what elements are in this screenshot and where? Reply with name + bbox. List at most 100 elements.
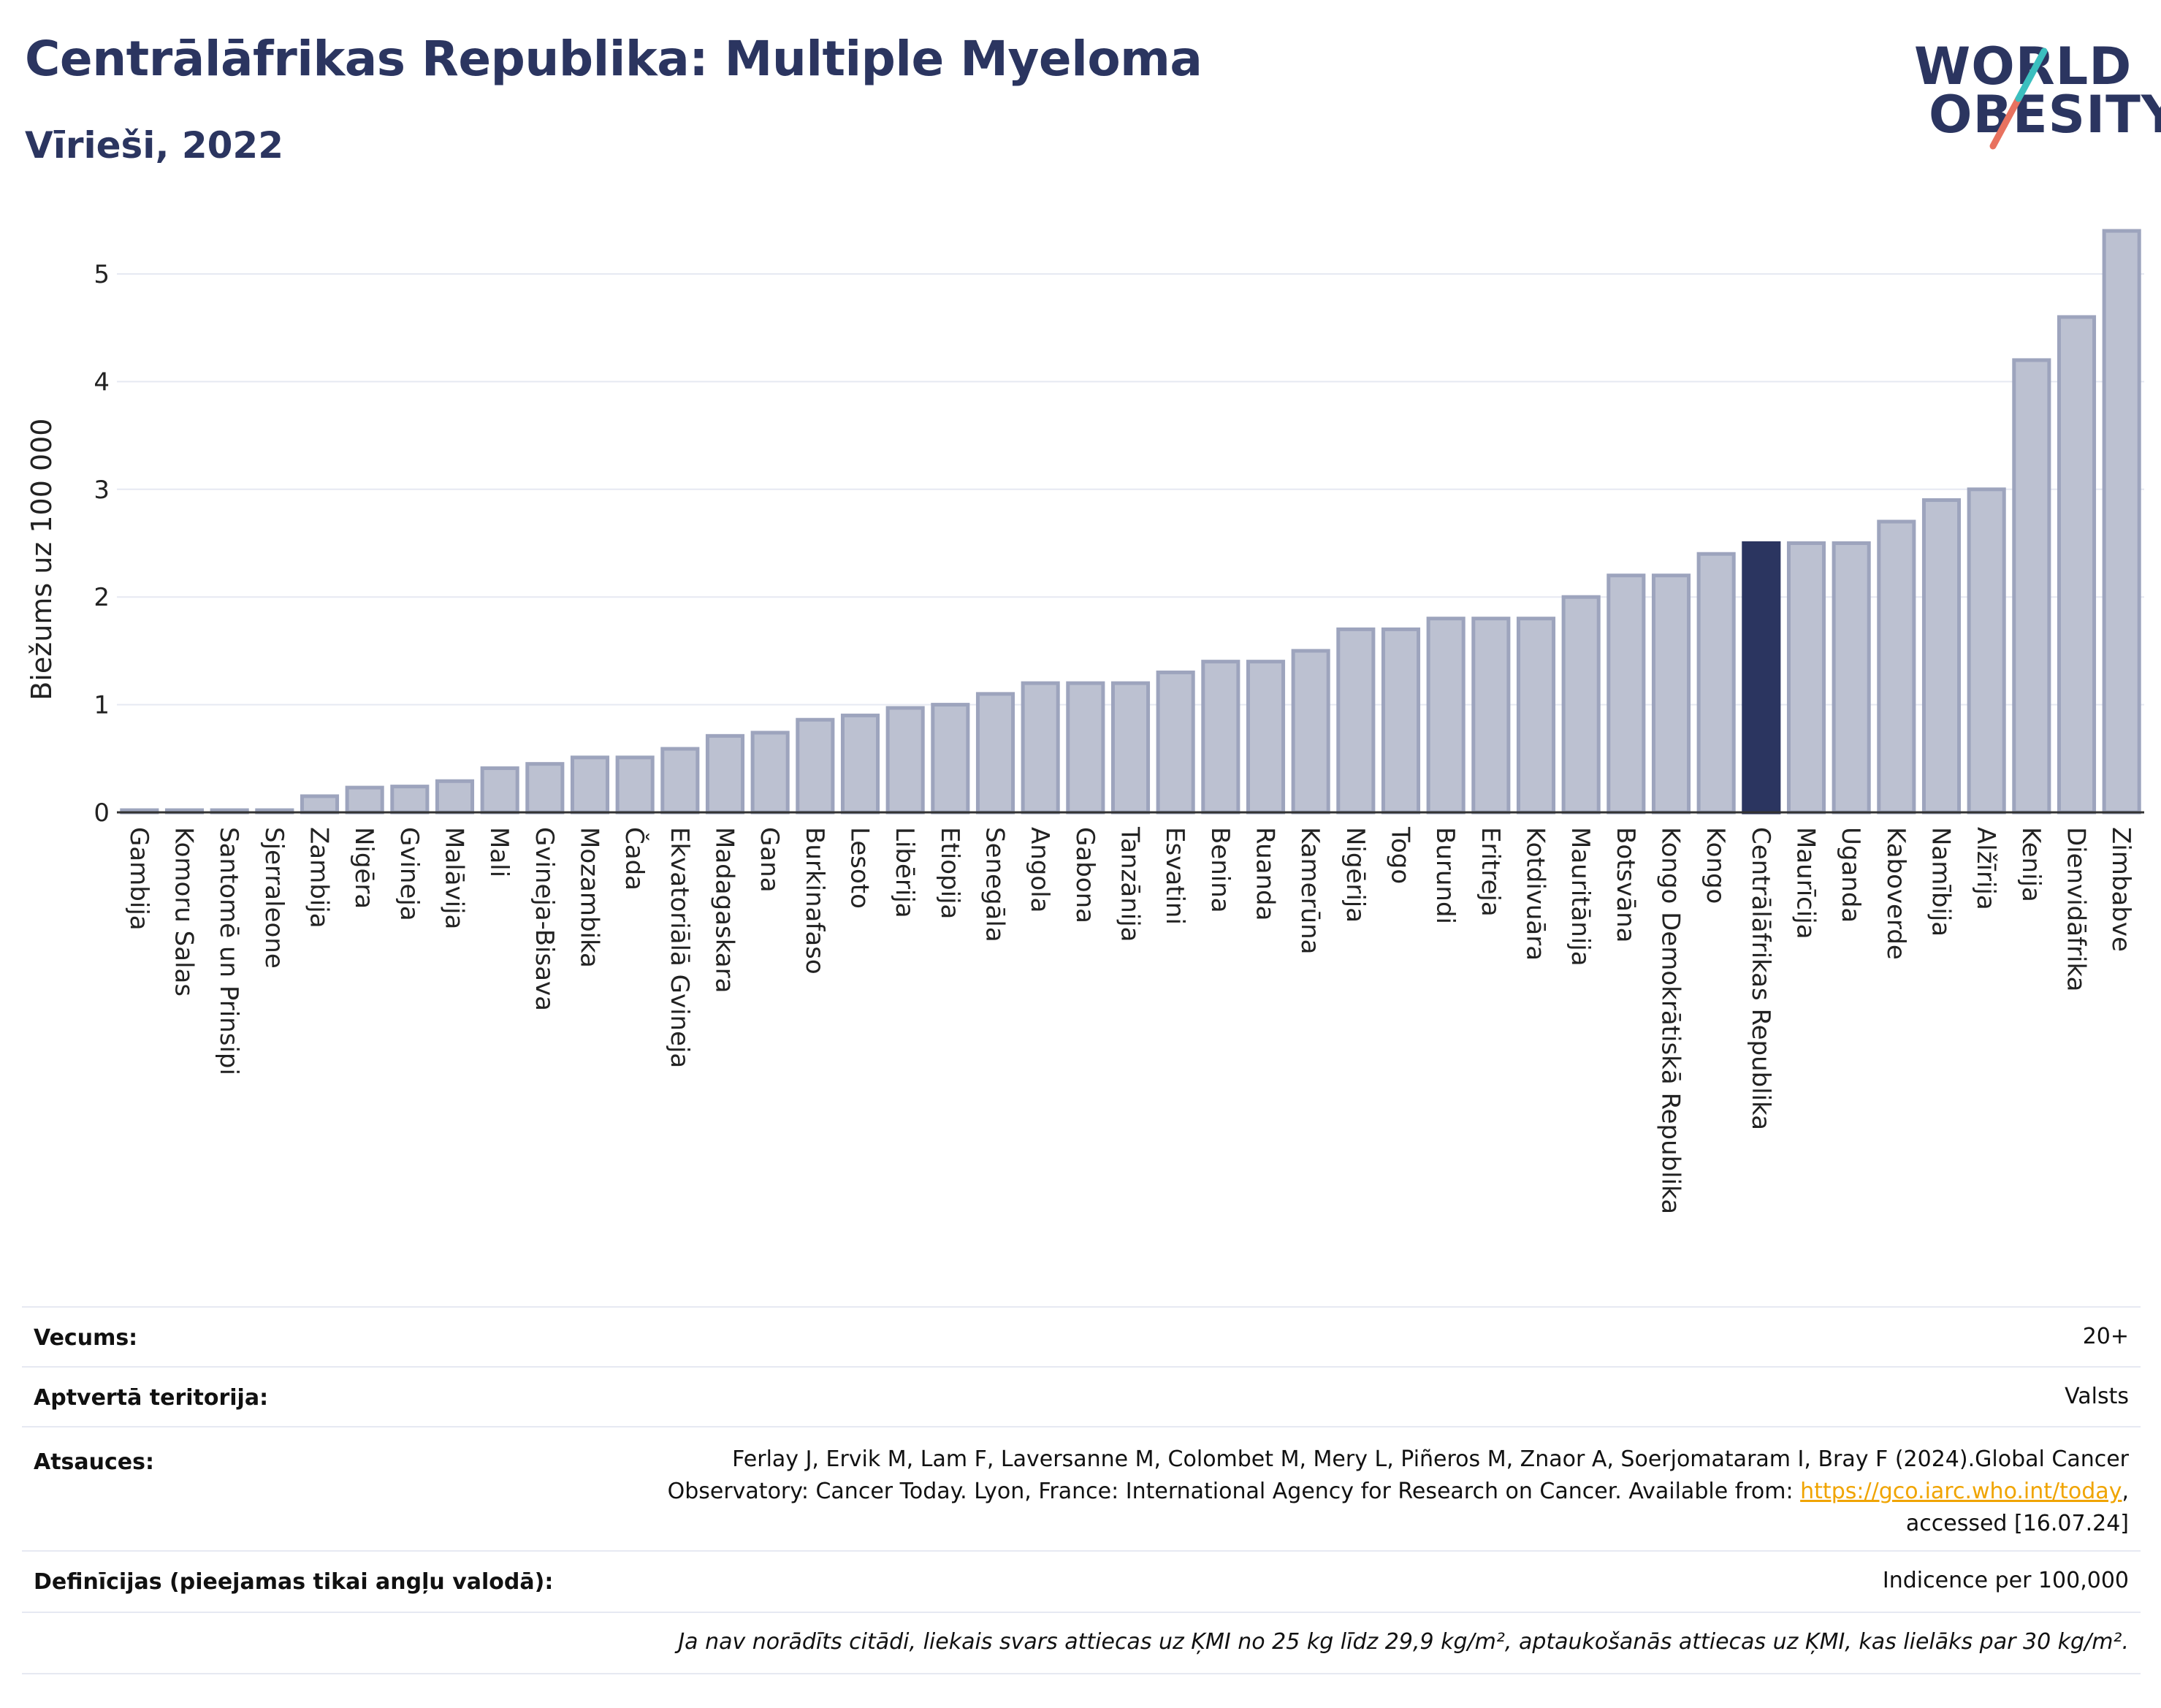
- x-tick-label: Mauritānija: [1566, 827, 1595, 967]
- x-tick-label: Angola: [1025, 827, 1054, 912]
- bar: [435, 779, 475, 815]
- bar: [1110, 681, 1151, 815]
- bar: [1877, 519, 1916, 815]
- age-value: 20+: [2082, 1324, 2129, 1349]
- logo-line-2: OBESITY: [1929, 85, 2161, 145]
- x-tick-label: Burundi: [1430, 827, 1460, 924]
- x-tick-label: Kongo Demokrātiskā Republika: [1656, 827, 1685, 1214]
- age-label: Vecums:: [34, 1325, 138, 1351]
- bar: [2057, 315, 2097, 815]
- references-link[interactable]: https://gco.iarc.who.int/today: [1800, 1479, 2122, 1504]
- x-tick-label: Kenija: [2016, 827, 2046, 902]
- x-tick-label: Eritreja: [1476, 827, 1505, 917]
- x-tick-label: Malāvija: [440, 827, 469, 929]
- x-tick-label: Gana: [755, 827, 784, 893]
- references-line-3: accessed [16.07.24]: [1905, 1511, 2129, 1536]
- bar: [1921, 498, 1962, 815]
- x-tick-label: Ruanda: [1251, 827, 1280, 920]
- x-tick-label: Centrālāfrikas Republika: [1746, 827, 1775, 1130]
- bar: [1336, 627, 1376, 815]
- references-line-2-end: ,: [2122, 1479, 2129, 1504]
- x-tick-label: Gambija: [124, 827, 153, 931]
- bar: [480, 766, 519, 815]
- x-tick-label: Gabona: [1070, 827, 1099, 923]
- world-obesity-logo: WORLD OBESITY: [1899, 37, 2161, 153]
- x-tick-label: Gvineja-Bisava: [530, 827, 559, 1011]
- references-line-2-text: Observatory: Cancer Today. Lyon, France:…: [667, 1479, 1801, 1504]
- y-tick-label: 3: [94, 476, 110, 505]
- y-axis-label: Biežums uz 100 000: [26, 419, 58, 701]
- x-tick-label: Mozambika: [575, 827, 604, 968]
- x-tick-label: Sjerraleone: [259, 827, 289, 969]
- x-tick-label: Botsvāna: [1611, 827, 1640, 943]
- x-tick-label: Benina: [1205, 827, 1235, 913]
- bar: [1381, 627, 1421, 815]
- obesity-definition-note: Ja nav norādīts citādi, liekais svars at…: [678, 1629, 2129, 1655]
- bar: [1967, 487, 2006, 815]
- references-line-1: Ferlay J, Ervik M, Lam F, Laversanne M, …: [732, 1446, 2129, 1472]
- x-tick-label: Uganda: [1836, 827, 1865, 923]
- x-tick-label: Madagaskara: [710, 827, 739, 993]
- x-tick-label: Alžīrija: [1971, 827, 2000, 910]
- x-tick-label: Kaboverde: [1881, 827, 1910, 960]
- x-tick-label: Mali: [484, 827, 514, 877]
- y-tick-label: 0: [94, 798, 110, 828]
- meta-row-age: Vecums: 20+: [22, 1306, 2141, 1366]
- bar: [1516, 617, 1556, 815]
- x-tick-label: Kongo: [1701, 827, 1730, 904]
- meta-row-note: Ja nav norādīts citādi, liekais svars at…: [22, 1612, 2141, 1674]
- x-tick-label: Libērija: [890, 827, 919, 918]
- x-tick-label: Dienvidāfrika: [2062, 827, 2091, 991]
- bar: [2012, 358, 2051, 815]
- x-tick-label: Burkinafaso: [800, 827, 829, 975]
- bar: [1201, 660, 1240, 815]
- x-tick-label: Nigēra: [349, 827, 378, 909]
- references-line-2: Observatory: Cancer Today. Lyon, France:…: [668, 1476, 2129, 1508]
- definitions-value: Indicence per 100,000: [1882, 1568, 2129, 1593]
- chart-subtitle: Vīrieši, 2022: [25, 124, 284, 167]
- bar: [1832, 541, 1871, 815]
- y-tick-label: 5: [94, 260, 110, 289]
- bar: [615, 755, 655, 815]
- bar-chart: 0 1 2 3 4 5 Biežums uz 100 000 Gambija Komoru Sa…: [26, 229, 2144, 1214]
- meta-row-references: Atsauces: Ferlay J, Ervik M, Lam F, Lave…: [22, 1426, 2141, 1550]
- y-tick-label: 1: [94, 691, 110, 720]
- bar: [345, 785, 384, 815]
- x-tick-label: Zimbabve: [2106, 827, 2135, 952]
- bar: [1607, 573, 1646, 815]
- logo-slash-icon: [1989, 47, 2048, 150]
- territory-label: Aptvertā teritorija:: [34, 1385, 269, 1411]
- x-tick-label: Zambija: [305, 827, 334, 929]
- meta-row-definitions: Definīcijas (pieejamas tikai angļu valod…: [22, 1550, 2141, 1612]
- bar: [390, 785, 430, 815]
- bar: [1786, 541, 1826, 815]
- bar: [1291, 649, 1330, 815]
- territory-value: Valsts: [2065, 1384, 2129, 1409]
- bar: [570, 755, 610, 815]
- bar: [705, 733, 745, 815]
- x-tick-label: Kotdivuāra: [1521, 827, 1550, 961]
- bar: [300, 794, 340, 815]
- y-tick-label: 2: [94, 583, 110, 612]
- x-tick-label: Komoru Salas: [169, 827, 199, 996]
- definitions-label: Definīcijas (pieejamas tikai angļu valod…: [34, 1569, 554, 1595]
- x-tick-label: Togo: [1386, 826, 1415, 884]
- x-tick-label: Namībija: [1926, 827, 1956, 937]
- bar: [525, 762, 565, 815]
- x-tick-label: Maurīcija: [1791, 827, 1821, 939]
- chart-title: Centrālāfrikas Republika: Multiple Myelo…: [25, 31, 1203, 87]
- bar: [885, 706, 925, 815]
- x-tick-label: Nigērija: [1341, 827, 1370, 923]
- x-tick-label: Ekvatoriālā Gvineja: [665, 827, 694, 1068]
- bar: [1651, 573, 1691, 815]
- bar: [1246, 660, 1286, 815]
- bar: [750, 731, 790, 815]
- bar: [975, 692, 1015, 815]
- x-tick-label: Kamerūna: [1295, 827, 1325, 954]
- x-tick-label: Etiopija: [935, 827, 964, 919]
- meta-row-territory: Aptvertā teritorija: Valsts: [22, 1366, 2141, 1426]
- x-tick-label: Gvineja: [395, 827, 424, 921]
- x-tick-label: Santomē un Prinsipi: [214, 827, 243, 1075]
- bar: [1696, 552, 1736, 815]
- references-label: Atsauces:: [34, 1449, 154, 1475]
